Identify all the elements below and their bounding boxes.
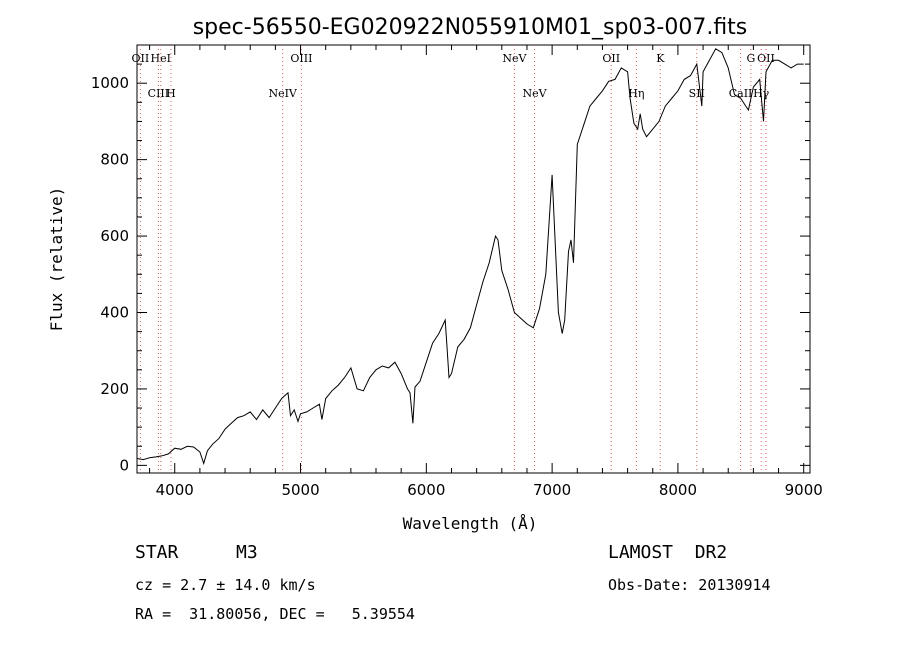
spectral-line-label: NeV	[502, 52, 527, 65]
spectral-line-label: H	[166, 87, 176, 100]
spectral-line-label: CaII	[729, 87, 753, 100]
spectral-line-label: CIII	[148, 87, 169, 100]
y-axis-label: Flux (relative)	[47, 187, 66, 332]
observation-date: Obs-Date: 20130914	[608, 576, 771, 594]
x-tick-label: 7000	[533, 481, 571, 499]
x-axis-label: Wavelength (Å)	[403, 514, 538, 533]
y-tick-label: 1000	[91, 74, 129, 92]
coordinates-readout: RA = 31.80056, DEC = 5.39554	[135, 605, 415, 623]
y-tick-label: 0	[119, 456, 129, 474]
chart-title: spec-56550-EG020922N055910M01_sp03-007.f…	[193, 15, 748, 40]
spectral-line-label: NeV	[522, 87, 547, 100]
y-tick-label: 600	[100, 227, 129, 245]
spectral-line-label: K	[656, 52, 665, 65]
spectral-line-label: NeIV	[268, 87, 297, 100]
axis-ticks: 4000 5000 6000 7000 8000 9000 0 200 400 600 800 100…	[91, 45, 823, 499]
spectral-line-label: G	[746, 52, 755, 65]
spectrum-series-line	[136, 48, 804, 466]
spectral-line-label: HeI	[151, 52, 171, 65]
survey-name: LAMOST DR2	[608, 542, 728, 563]
x-tick-label: 6000	[407, 481, 445, 499]
x-tick-label: 5000	[281, 481, 319, 499]
redshift-readout: cz = 2.7 ± 14.0 km/s	[135, 576, 316, 594]
x-tick-label: 8000	[659, 481, 697, 499]
spectral-line-label: OIII	[290, 52, 312, 65]
x-tick-label: 9000	[785, 481, 823, 499]
plot-frame	[136, 44, 811, 474]
x-tick-label: 4000	[156, 481, 194, 499]
spectral-line-label: OII	[132, 52, 150, 65]
object-subclass: M3	[236, 542, 258, 563]
y-tick-label: 400	[100, 304, 129, 322]
spectral-line-label: OII	[602, 52, 620, 65]
spectral-line-label: Hη	[628, 87, 644, 100]
y-tick-label: 800	[100, 151, 129, 169]
spectral-line-label: OII	[757, 52, 775, 65]
y-tick-label: 200	[100, 380, 129, 398]
object-class: STAR	[135, 542, 179, 563]
